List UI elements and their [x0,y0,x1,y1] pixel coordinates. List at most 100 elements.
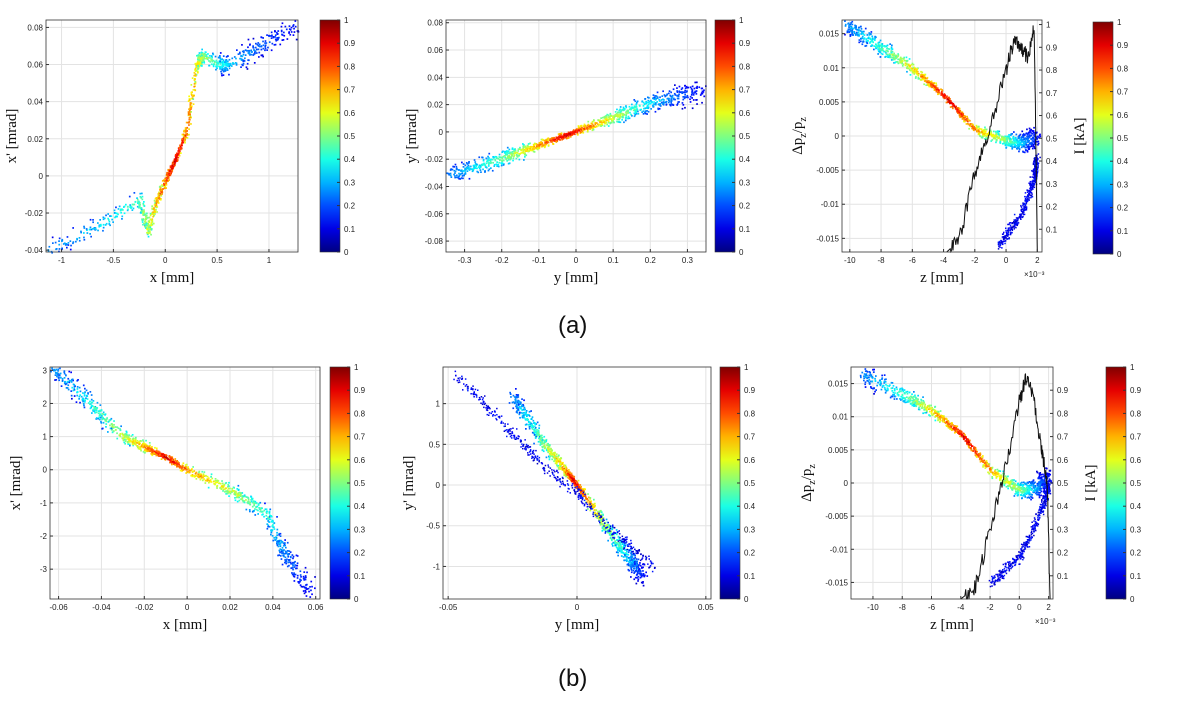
scatter-point [527,148,530,150]
scatter-point [921,73,923,76]
scatter-point [132,207,135,210]
scatter-point [276,31,278,34]
scatter-point [190,123,192,125]
scatter-point [1026,135,1028,138]
scatter-point [71,378,74,381]
scatter-point [62,243,65,245]
scatter-point [870,31,873,33]
scatter-point [586,129,589,132]
scatter-point [288,550,291,552]
scatter-point [236,495,239,497]
scatter-point [76,386,79,388]
scatter-point [180,468,183,470]
scatter-point [67,377,70,380]
scatter-point [1030,188,1032,190]
scatter-point [647,99,650,102]
scatter-point [946,98,949,101]
scatter-point [188,124,190,126]
scatter-point [615,115,618,117]
scatter-point [507,150,510,153]
colorbar-tick-label: 0.3 [344,178,356,187]
scatter-point [198,476,200,479]
scatter-point [984,130,987,132]
scatter-point [878,46,880,49]
y-tick-label: 0.04 [27,98,43,107]
scatter-point [925,80,928,83]
scatter-point [1003,238,1006,240]
y-tick-label: -0.005 [816,166,839,175]
scatter-point [115,206,117,209]
scatter-point [105,214,107,217]
scatter-point [293,573,296,576]
scatter-point [192,98,195,100]
scatter-point [187,121,189,124]
scatter-point [228,58,231,61]
scatter-point [1033,161,1036,163]
scatter-point [959,114,961,117]
scatter-point [146,231,148,234]
scatter-point [956,107,959,109]
scatter-point [152,211,154,213]
scatter-point [227,65,229,68]
x-tick-label: -8 [878,256,886,265]
scatter-point [245,49,248,52]
scatter-point [468,167,470,170]
scatter-point [1021,130,1024,133]
scatter-point [121,215,124,218]
scatter-point [610,115,613,117]
scatter-point [1036,174,1038,176]
scatter-point [94,406,97,408]
scatter-point [629,111,631,114]
scatter-point [251,505,254,508]
scatter-point [879,56,882,58]
scatter-point [119,428,121,430]
scatter-point [480,164,483,167]
scatter-point [1022,209,1025,212]
scatter-point [129,204,131,206]
scatter-point [210,476,212,478]
scatter-point [466,163,469,165]
scatter-point [156,198,158,201]
scatter-point [78,237,81,239]
scatter-point [143,201,145,203]
scatter-point [159,198,162,201]
scatter-point [1031,180,1033,183]
scatter-point [908,67,910,70]
scatter-point [241,55,244,58]
scatter-point [221,67,224,70]
scatter-point [181,139,183,142]
scatter-point [214,480,217,482]
scatter-point [186,136,189,139]
scatter-point [851,30,854,33]
scatter-point [1002,142,1004,145]
scatter-point [644,112,647,115]
scatter-point [681,91,683,94]
scatter-point [569,135,572,138]
scatter-point [671,103,674,106]
scatter-point [1025,203,1027,205]
scatter-point [234,497,236,499]
scatter-point [1028,182,1030,184]
scatter-point [1006,140,1009,143]
scatter-point [314,576,316,578]
scatter-point [202,57,204,60]
scatter-point [1001,138,1003,141]
scatter-point [306,583,308,586]
scatter-point [647,110,650,113]
scatter-point [869,42,871,44]
scatter-point [153,207,155,209]
scatter-point [1025,207,1028,209]
scatter-point [1014,140,1016,142]
scatter-point [1008,144,1011,147]
scatter-point [503,151,506,154]
scatter-point [962,117,964,119]
scatter-point [223,68,226,71]
scatter-point [1030,128,1032,131]
x-axis-label: z [mm] [920,270,964,286]
scatter-point [506,154,508,156]
scatter-point [906,66,909,69]
scatter-point [933,87,935,89]
scatter-point [142,218,145,220]
scatter-point [262,55,264,58]
scatter-point [121,433,124,435]
